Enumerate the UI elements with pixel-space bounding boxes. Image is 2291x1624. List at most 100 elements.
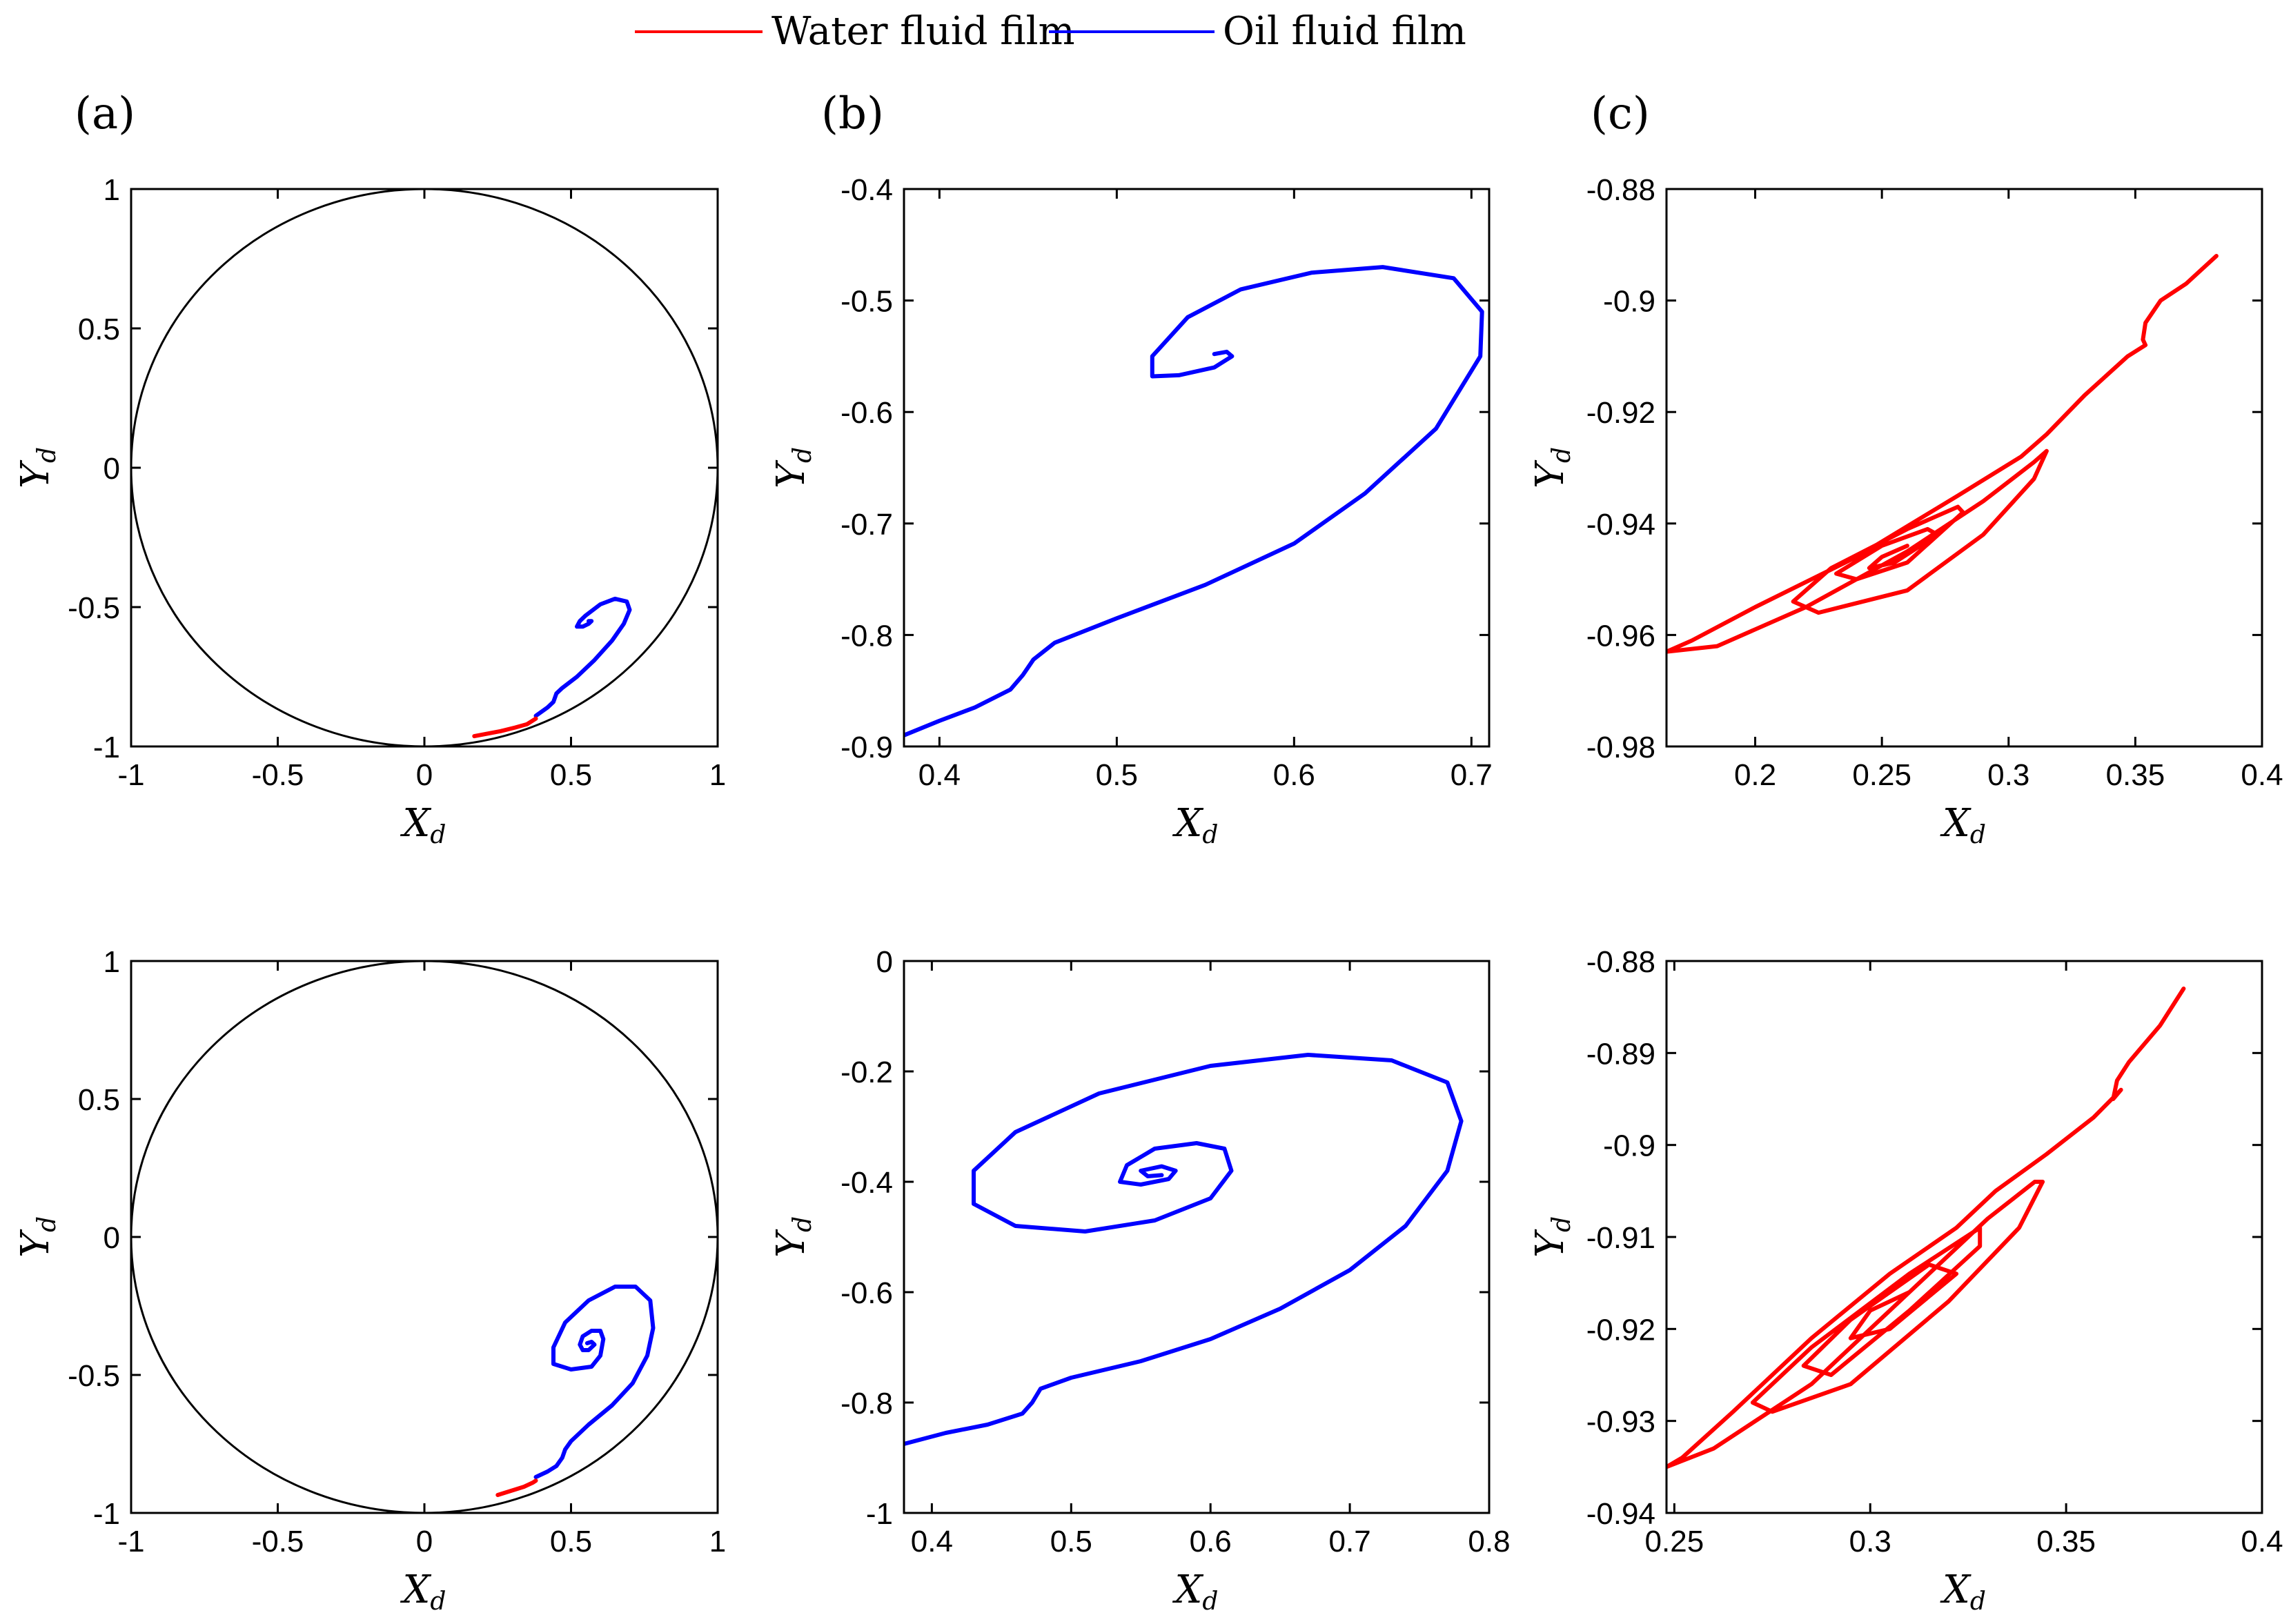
top-b-ytick-label: -0.8 [840,619,893,653]
top-a-xtick-label: 0 [416,758,433,792]
top-b-xtick-label: 0.5 [1096,758,1138,792]
panel-label-b: (b) [821,88,884,139]
bottom-b-axes-box [903,960,1491,1514]
top-a-xlabel: Xd [400,801,446,849]
top-c-axes-box [1665,188,2263,748]
top-a-ytick-label: -1 [93,731,120,764]
bottom-c-ytick-label: -0.93 [1586,1405,1655,1439]
panel-bottom-a-circle-orbit: -1 -0.5 0 0.5 1 -1 -0.5 0 0.5 1 Xd Yd [13,945,726,1616]
bottom-a-water-trajectory [495,1478,538,1497]
bottom-b-ytick-label: -0.2 [840,1056,893,1089]
top-c-xtick-label: 0.2 [1734,758,1776,792]
top-b-xtick-label: 0.6 [1273,758,1315,792]
bottom-c-ytick-label: -0.94 [1586,1497,1655,1531]
bottom-b-xtick-label: 0.5 [1050,1525,1092,1558]
panel-label-c: (c) [1591,88,1650,139]
top-b-ytick-label: -0.7 [840,508,893,542]
top-a-ytick-label: 0.5 [78,313,120,346]
bottom-a-axes-box [130,960,719,1514]
bottom-c-ytick-label: -0.89 [1586,1037,1655,1071]
top-a-oil-trajectory [533,596,632,718]
panel-bottom-c-water-zoom: 0.25 0.3 0.35 0.4 -0.94 -0.93 -0.92 -0.91 -0.9 -0… [1528,945,2283,1616]
top-b-ytick-label: -0.4 [840,173,893,207]
top-c-ylabel: Yd [1528,447,1576,488]
top-a-ylabel: Yd [13,447,61,488]
top-c-ytick-label: -0.92 [1586,396,1655,430]
top-b-ytick-label: -0.5 [840,285,893,319]
top-b-ytick-label: -0.9 [840,731,893,764]
legend: Water fluid film Oil fluid film [635,9,1466,54]
top-c-xtick-label: 0.35 [2106,758,2165,792]
bottom-c-ytick-label: -0.92 [1586,1313,1655,1347]
top-c-ytick-label: -0.98 [1586,731,1655,764]
bottom-a-xtick-label: 0.5 [550,1525,592,1558]
top-c-ytick-label: -0.88 [1586,173,1655,207]
top-c-ytick-label: -0.96 [1586,619,1655,653]
top-a-xtick-label: -0.5 [252,758,304,792]
top-a-ytick-label: 1 [104,173,120,207]
top-a-water-trajectory [472,716,538,739]
bottom-b-xtick-label: 0.8 [1468,1525,1510,1558]
bottom-a-oil-trajectory [533,1285,656,1479]
bottom-c-ytick-label: -0.88 [1586,945,1655,979]
top-c-ytick-label: -0.9 [1603,285,1655,319]
top-b-xtick-label: 0.7 [1451,758,1493,792]
top-b-xtick-label: 0.4 [918,758,961,792]
bottom-c-xtick-label: 0.4 [2241,1525,2283,1558]
bottom-b-ytick-label: -0.4 [840,1166,893,1200]
bottom-c-xlabel: Xd [1940,1567,1986,1616]
legend-water-label: Water fluid film [771,9,1075,54]
top-b-ylabel: Yd [769,447,817,488]
bottom-c-xtick-label: 0.25 [1645,1525,1704,1558]
bottom-a-ytick-label: -0.5 [68,1359,120,1393]
bottom-a-ytick-label: 0.5 [78,1083,120,1117]
bottom-a-clearance-circle [131,961,718,1513]
bottom-c-ytick-label: -0.9 [1603,1129,1655,1163]
bottom-a-xlabel: Xd [400,1567,446,1616]
bottom-b-oil-trajectory [904,1053,1464,1446]
top-c-xlabel: Xd [1940,801,1986,849]
bottom-b-xtick-label: 0.7 [1329,1525,1371,1558]
top-b-axes-box [903,188,1491,748]
top-b-xlabel: Xd [1172,801,1219,849]
legend-oil-label: Oil fluid film [1223,9,1466,54]
top-c-water-trajectory [1666,254,2219,654]
panel-top-c-water-zoom: 0.2 0.25 0.3 0.35 0.4 -0.98 -0.96 -0.94 -0.92 -0.… [1528,173,2283,849]
bottom-a-ytick-label: -1 [93,1497,120,1531]
panel-bottom-b-oil-zoom: 0.4 0.5 0.6 0.7 0.8 -1 -0.8 -0.6 -0.4 -0.2 0 Xd Yd [769,945,1511,1616]
bottom-a-ytick-label: 0 [104,1221,120,1255]
bottom-b-ytick-label: 0 [876,945,893,979]
bottom-b-ytick-label: -0.6 [840,1276,893,1310]
top-b-ytick-label: -0.6 [840,396,893,430]
top-c-xtick-label: 0.4 [2241,758,2283,792]
bottom-b-xtick-label: 0.6 [1190,1525,1232,1558]
panel-label-a: (a) [75,88,135,139]
bottom-c-xtick-label: 0.35 [2036,1525,2096,1558]
bottom-a-xtick-label: -1 [117,1525,144,1558]
top-a-ytick-label: 0 [104,452,120,486]
top-a-xtick-label: 1 [709,758,726,792]
top-a-clearance-circle [131,189,718,746]
bottom-c-xtick-label: 0.3 [1849,1525,1891,1558]
bottom-b-xlabel: Xd [1172,1567,1219,1616]
bottom-a-xtick-label: -0.5 [252,1525,304,1558]
bottom-b-ytick-label: -0.8 [840,1387,893,1420]
top-a-axes-box [130,188,719,748]
bottom-a-ylabel: Yd [13,1216,61,1258]
top-a-xtick-label: 0.5 [550,758,592,792]
bottom-c-ytick-label: -0.91 [1586,1221,1655,1255]
bottom-b-ytick-label: -1 [866,1497,893,1531]
top-c-xtick-label: 0.25 [1852,758,1911,792]
bottom-c-water-trajectory [1666,987,2186,1469]
bottom-c-ylabel: Yd [1528,1216,1576,1258]
top-a-xtick-label: -1 [117,758,144,792]
bottom-b-xtick-label: 0.4 [911,1525,953,1558]
top-a-ytick-label: -0.5 [68,591,120,625]
panel-top-b-oil-zoom: 0.4 0.5 0.6 0.7 -0.9 -0.8 -0.7 -0.6 -0.5 -0.4 Xd Yd [769,173,1493,849]
panel-top-a-circle-orbit: -1 -0.5 0 0.5 1 -1 -0.5 0 0.5 1 Xd Yd [13,173,726,849]
top-b-oil-trajectory [904,265,1484,737]
top-c-ytick-label: -0.94 [1586,508,1655,542]
top-c-xtick-label: 0.3 [1987,758,2029,792]
bottom-a-xtick-label: 0 [416,1525,433,1558]
